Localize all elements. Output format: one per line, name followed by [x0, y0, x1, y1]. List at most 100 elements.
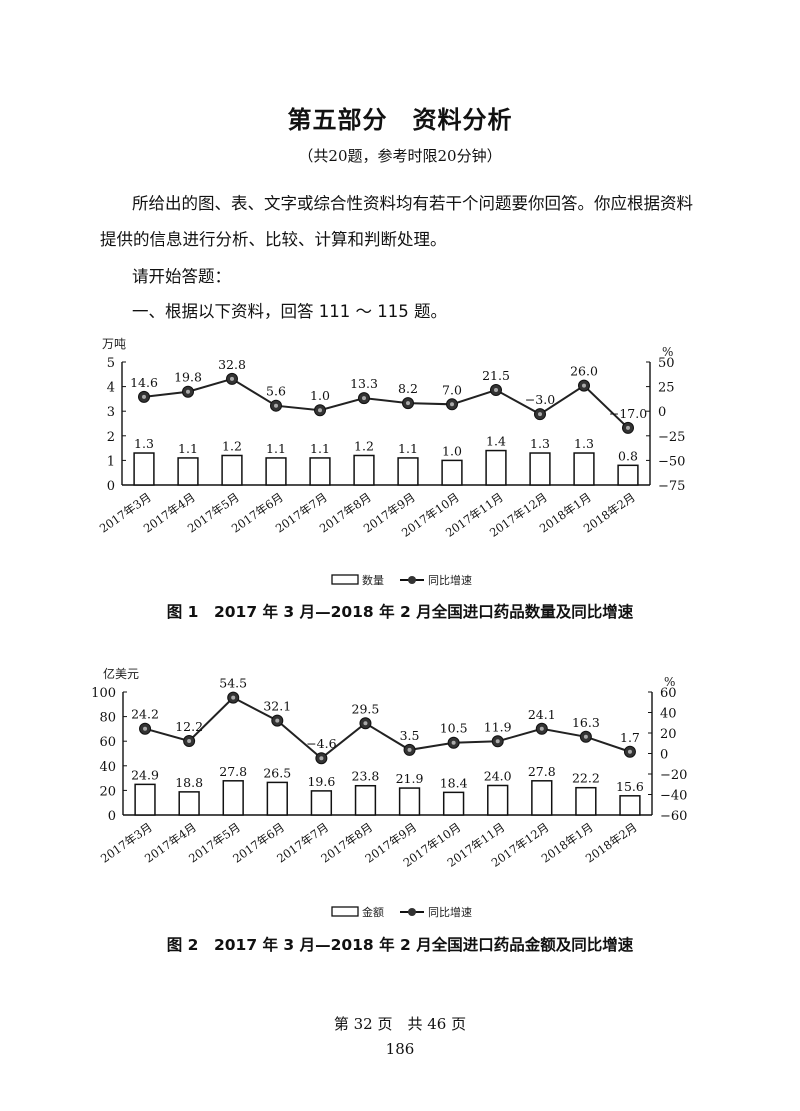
line-value-label: 12.2: [175, 719, 203, 734]
bar: [134, 783, 156, 816]
bar: [619, 795, 641, 816]
question-range-heading: 一、根据以下资料，回答 111 ～ 115 题。: [132, 302, 447, 321]
bar: [353, 454, 375, 486]
line-value-label: 5.6: [266, 384, 286, 399]
left-tick-label: 60: [99, 735, 116, 750]
line-value-label: −3.0: [525, 392, 555, 407]
left-tick-label: 4: [107, 381, 115, 396]
line-value-label: 26.0: [570, 364, 598, 379]
bar-value-label: 18.8: [175, 775, 203, 790]
bar-value-label: 1.0: [442, 443, 462, 458]
bar: [529, 452, 551, 486]
chart-import-quantity: 万吨% 0 1 2 3 4 5 50 25 0 −25 −50 −75 1.3 1.1 1.2 1.1 1.1 1.…: [97, 337, 686, 587]
left-axis-unit: 亿美元: [103, 666, 139, 681]
right-tick-label: 0: [660, 748, 668, 763]
left-axis-unit: 万吨: [102, 337, 126, 351]
bar-value-label: 23.8: [352, 769, 380, 784]
bar-value-label: 0.8: [618, 448, 638, 463]
bar: [265, 457, 287, 486]
bar-value-label: 27.8: [219, 764, 247, 779]
bar-value-label: 1.3: [574, 436, 594, 451]
right-tick-label: −50: [658, 454, 685, 469]
bar-value-label: 1.1: [178, 441, 198, 456]
legend-line-label: 同比增速: [428, 905, 472, 919]
line-value-label: −4.6: [306, 736, 336, 751]
right-axis-unit: %: [664, 675, 675, 689]
line-value-label: 32.1: [263, 699, 291, 714]
line-value-label: −17.0: [609, 406, 647, 421]
legend-bar-swatch: [331, 574, 359, 585]
line-value-label: 19.8: [174, 370, 202, 385]
chart1-caption: 图 1 2017 年 3 月—2018 年 2 月全国进口药品数量及同比增速: [166, 603, 634, 621]
bar: [442, 791, 465, 816]
bar-value-label: 24.9: [131, 767, 159, 782]
legend-bar-label: 数量: [362, 574, 384, 587]
line-value-label: 1.0: [310, 388, 330, 403]
left-tick-label: 100: [91, 686, 116, 701]
left-tick-label: 0: [107, 479, 115, 494]
bar-value-label: 1.1: [266, 441, 286, 456]
line-value-label: 3.5: [400, 728, 420, 743]
bar-value-label: 24.0: [484, 768, 512, 783]
line-value-label: 29.5: [352, 701, 380, 716]
line-value-label: 1.7: [620, 730, 640, 745]
bar: [222, 780, 244, 816]
bar: [487, 784, 509, 816]
left-tick-label: 0: [108, 809, 116, 824]
right-tick-label: 40: [660, 707, 677, 722]
right-tick-label: −40: [660, 789, 687, 804]
bar: [354, 784, 377, 816]
bar: [398, 787, 421, 816]
section-title: 第五部分 资料分析: [287, 106, 513, 134]
bar: [221, 454, 243, 486]
bar: [133, 452, 155, 486]
line-value-label: 8.2: [398, 381, 418, 396]
bar: [266, 781, 288, 816]
line-value-label: 24.1: [528, 707, 556, 722]
right-tick-label: 60: [660, 686, 677, 701]
bar-value-label: 1.2: [222, 438, 242, 453]
right-tick-label: −25: [658, 430, 685, 445]
bar: [617, 464, 639, 486]
line-value-label: 7.0: [442, 382, 462, 397]
line-value-label: 11.9: [484, 719, 512, 734]
bar-value-label: 22.2: [572, 771, 600, 786]
right-tick-label: −60: [660, 809, 687, 824]
growth-line: [144, 696, 631, 760]
bar: [310, 790, 333, 816]
bar-value-label: 19.6: [307, 774, 335, 789]
right-tick-label: 25: [658, 381, 675, 396]
bar: [485, 449, 507, 486]
bar-value-label: 1.1: [398, 441, 418, 456]
bar-value-label: 1.3: [134, 436, 154, 451]
instructions-paragraph: 所给出的图、表、文字或综合性资料均有若干个问题要你回答。你应根据资料提供的信息进…: [100, 194, 693, 249]
bar-value-label: 1.2: [354, 438, 374, 453]
left-tick-label: 3: [107, 405, 115, 420]
section-subtitle: （共20题，参考时限20分钟）: [298, 147, 502, 165]
bar-value-label: 18.4: [440, 775, 468, 790]
line-value-label: 13.3: [350, 376, 378, 391]
line-value-label: 24.2: [131, 707, 159, 722]
left-tick-label: 20: [99, 784, 116, 799]
line-value-label: 54.5: [219, 676, 247, 691]
bar-value-label: 26.5: [263, 765, 291, 780]
bar: [178, 791, 200, 816]
chart-import-value: 亿美元% 0 20 40 60 80 100 60 40 20 0 −20 −40 −60 24.9 18.8…: [91, 666, 687, 919]
left-tick-label: 80: [99, 711, 116, 726]
legend-line-label: 同比增速: [428, 573, 472, 587]
bar-value-label: 1.4: [486, 434, 506, 449]
right-tick-label: −75: [658, 479, 685, 494]
bar: [575, 786, 597, 816]
bar-value-label: 1.3: [530, 436, 550, 451]
chart2-caption: 图 2 2017 年 3 月—2018 年 2 月全国进口药品金额及同比增速: [166, 936, 634, 954]
left-tick-label: 2: [107, 430, 115, 445]
right-tick-label: 0: [658, 405, 666, 420]
bar: [397, 457, 419, 486]
right-tick-label: −20: [660, 768, 687, 783]
bar: [573, 452, 595, 486]
line-value-label: 10.5: [440, 721, 468, 736]
right-tick-label: 20: [660, 727, 677, 742]
start-prompt: 请开始答题：: [132, 267, 231, 286]
right-axis-unit: %: [662, 345, 673, 359]
bar: [441, 459, 463, 486]
